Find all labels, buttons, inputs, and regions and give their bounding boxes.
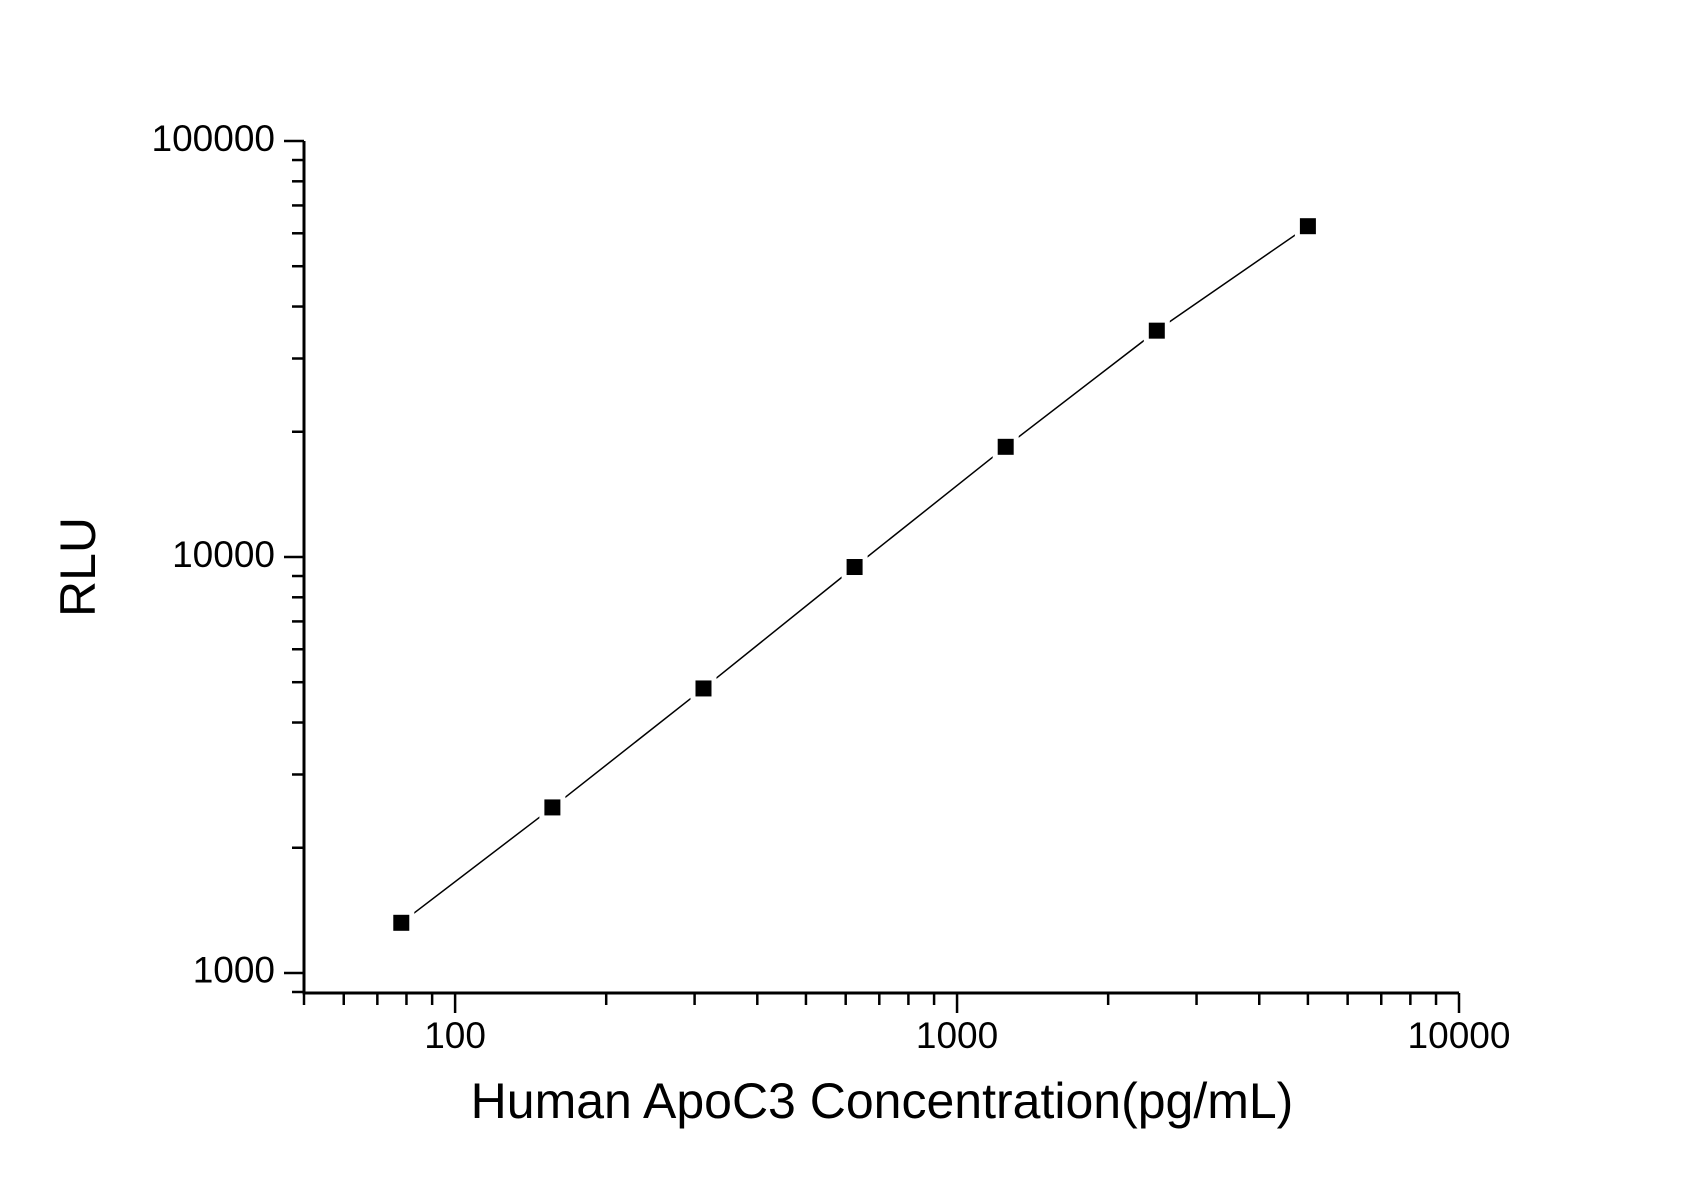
axis-lines [302,141,1459,995]
y-tick-label: 100000 [152,118,275,159]
data-series-line-markers [388,213,1321,936]
axis-minor-ticks [292,158,1438,1005]
x-axis-title: Human ApoC3 Concentration(pg/mL) [471,1073,1294,1129]
y-axis-title: RLU [50,517,106,617]
data-point-marker [1148,322,1165,339]
data-point-marker [695,680,712,697]
y-tick-label: 1000 [193,950,275,991]
data-point-marker [997,438,1014,455]
y-tick-label: 10000 [172,534,275,575]
data-point-marker [544,799,561,816]
data-point-marker [393,914,410,931]
x-tick-label: 1000 [916,1015,998,1056]
x-tick-label: 100 [424,1015,486,1056]
axis-tick-labels: 100 1000 10000 1000 10000 100000 [152,118,1511,1056]
data-point-marker [1299,218,1316,235]
x-tick-label: 10000 [1408,1015,1511,1056]
data-point-marker [846,559,863,576]
axis-major-ticks [284,139,1461,1013]
